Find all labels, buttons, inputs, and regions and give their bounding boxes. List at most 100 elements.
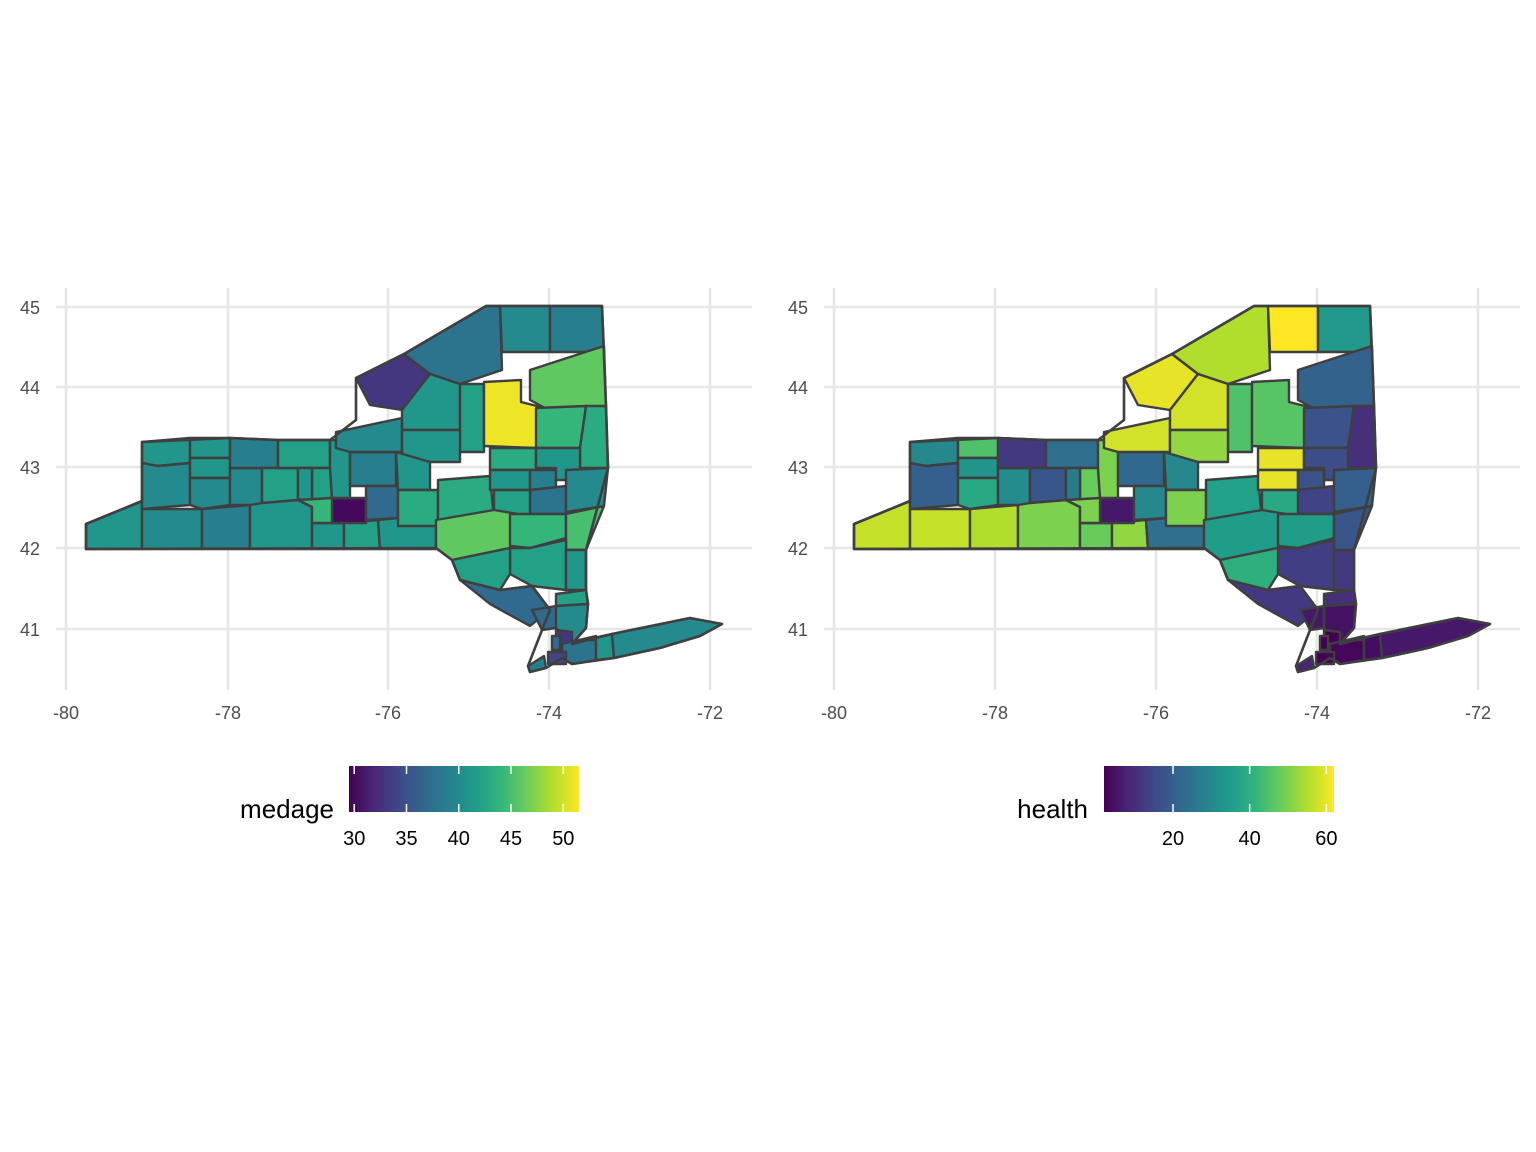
county-warren — [534, 404, 588, 450]
y-tick-label: 41 — [788, 620, 808, 640]
county-steuben — [1016, 498, 1082, 551]
county-map — [84, 304, 724, 674]
county-yates — [296, 466, 314, 502]
county-chenango — [396, 488, 440, 528]
county-chautauqua — [84, 499, 144, 551]
legend-tick-label: 40 — [448, 828, 470, 850]
x-tick-label: -78 — [982, 703, 1008, 723]
state-outline — [84, 304, 724, 674]
county-chemung — [310, 521, 346, 551]
y-tick-label: 44 — [20, 378, 40, 398]
county-montgomery — [1256, 468, 1300, 492]
county-essex — [1296, 344, 1376, 410]
county-genesee — [188, 456, 232, 480]
legend-title: health — [1017, 794, 1088, 824]
state-outline — [852, 304, 1492, 674]
county-warren — [1302, 404, 1356, 450]
county-franklin — [498, 304, 552, 354]
county-monroe — [228, 436, 280, 470]
health-map-panel: 45 44 43 42 41 -80 -78 -76 -74 -72 healt… — [788, 288, 1520, 850]
county-yates — [1064, 466, 1082, 502]
y-axis: 45 44 43 42 41 — [20, 298, 40, 640]
county-livingston — [996, 466, 1032, 507]
county-clinton — [1316, 304, 1374, 354]
county-chautauqua — [852, 499, 912, 551]
x-tick-label: -76 — [375, 703, 401, 723]
county-wayne — [1044, 438, 1100, 470]
county-tompkins — [1098, 496, 1136, 525]
county-allegany — [200, 503, 252, 551]
legend-colorbar — [349, 766, 579, 812]
county-kings — [546, 650, 568, 666]
y-tick-label: 44 — [788, 378, 808, 398]
county-chenango — [1164, 488, 1208, 528]
county-orleans — [956, 436, 1000, 460]
county-franklin — [1266, 304, 1320, 354]
county-fulton — [488, 446, 538, 472]
county-fulton — [1256, 446, 1306, 472]
y-tick-label: 45 — [20, 298, 40, 318]
medage-map-panel: 45 44 43 42 41 -80 -78 -76 -74 -72 medag… — [20, 288, 752, 850]
county-schuyler — [1064, 496, 1102, 525]
x-tick-label: -80 — [821, 703, 847, 723]
county-seneca — [310, 466, 334, 502]
legend-colorbar — [1104, 766, 1334, 812]
county-wyoming — [188, 476, 232, 511]
county-new-york — [550, 634, 562, 652]
county-tioga — [342, 518, 382, 551]
county-oneida — [1168, 428, 1230, 464]
county-livingston — [228, 466, 264, 507]
x-axis: -80 -78 -76 -74 -72 — [53, 703, 723, 723]
county-tioga — [1110, 518, 1150, 551]
legend-tick-label: 50 — [552, 828, 574, 850]
county-cortland — [1132, 484, 1168, 522]
x-tick-label: -78 — [215, 703, 241, 723]
county-kings — [1314, 650, 1336, 666]
county-ontario — [260, 466, 300, 505]
county-herkimer — [1226, 382, 1254, 454]
y-tick-label: 42 — [788, 539, 808, 559]
x-tick-label: -74 — [1304, 703, 1330, 723]
county-onondaga — [348, 450, 398, 488]
legend-tick-label: 40 — [1239, 828, 1261, 850]
legend-tick-label: 45 — [500, 828, 522, 850]
x-tick-label: -72 — [697, 703, 723, 723]
legend: health 20 40 60 — [1017, 766, 1337, 850]
county-herkimer — [458, 382, 486, 454]
x-axis: -80 -78 -76 -74 -72 — [821, 703, 1491, 723]
y-tick-label: 42 — [20, 539, 40, 559]
county-oneida — [400, 428, 462, 464]
county-steuben — [248, 498, 314, 551]
x-tick-label: -76 — [1143, 703, 1169, 723]
county-cattaraugus — [140, 507, 204, 551]
legend-ticks: 30 35 40 45 50 — [343, 766, 574, 850]
y-tick-label: 45 — [788, 298, 808, 318]
county-orleans — [188, 436, 232, 460]
county-ulster — [1276, 538, 1336, 592]
x-tick-label: -72 — [1465, 703, 1491, 723]
county-cortland — [364, 484, 400, 522]
legend-ticks: 20 40 60 — [1162, 766, 1337, 850]
county-ulster — [508, 538, 568, 592]
x-tick-label: -74 — [536, 703, 562, 723]
county-ontario — [1028, 466, 1068, 505]
county-columbia — [564, 504, 606, 552]
legend: medage 30 35 40 45 50 — [240, 766, 579, 850]
county-erie — [908, 461, 960, 511]
county-cattaraugus — [908, 507, 972, 551]
legend-tick-label: 30 — [343, 828, 365, 850]
county-montgomery — [488, 468, 532, 492]
county-onondaga — [1116, 450, 1166, 488]
county-columbia — [1332, 504, 1374, 552]
county-albany — [1296, 484, 1336, 516]
county-clinton — [548, 304, 606, 354]
county-new-york — [1318, 634, 1330, 652]
county-chemung — [1078, 521, 1114, 551]
county-tompkins — [330, 496, 368, 525]
legend-tick-label: 20 — [1162, 828, 1184, 850]
county-essex — [528, 344, 608, 410]
county-washington — [1346, 404, 1378, 470]
county-genesee — [956, 456, 1000, 480]
legend-title: medage — [240, 794, 334, 824]
